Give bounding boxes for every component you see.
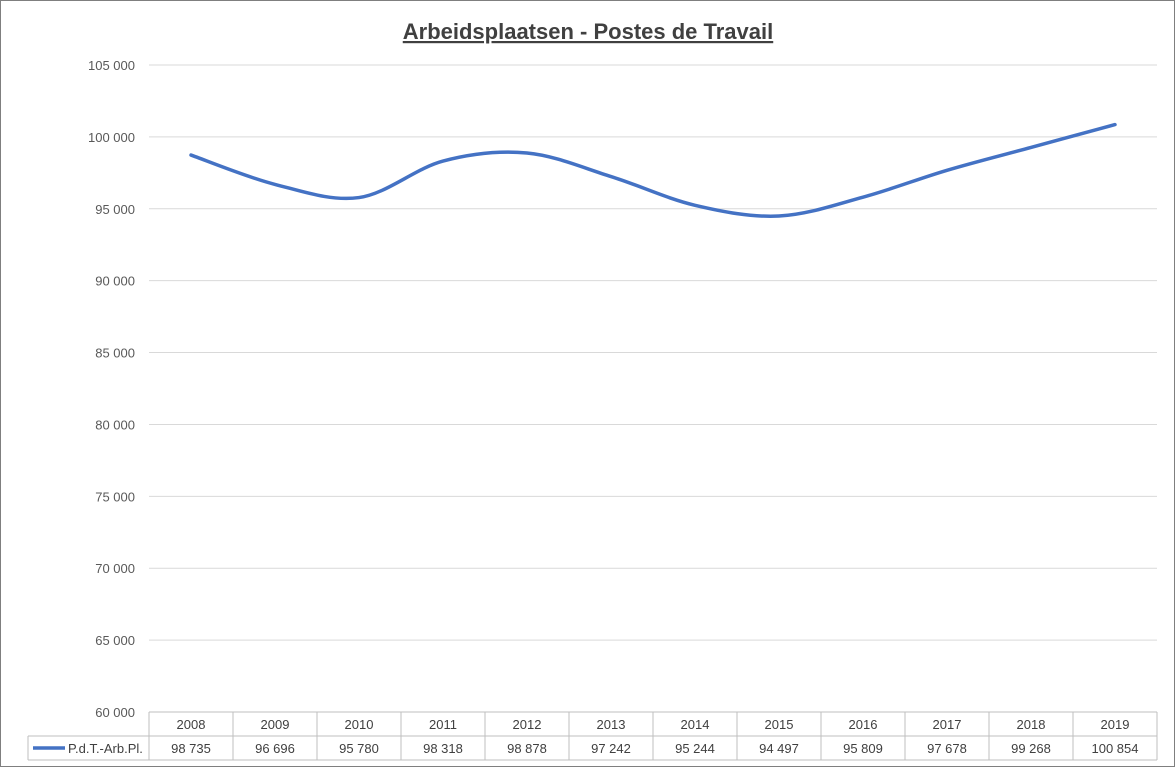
data-value-label: 98 878 [507,741,547,756]
x-tick-label: 2013 [597,717,626,732]
y-tick-label: 70 000 [95,561,135,576]
y-axis-tick-labels: 60 000 65 000 70 000 75 000 80 000 85 000 90 0… [88,58,135,720]
y-tick-label: 75 000 [95,489,135,504]
y-tick-label: 65 000 [95,633,135,648]
data-value-label: 94 497 [759,741,799,756]
x-tick-label: 2018 [1017,717,1046,732]
x-tick-label: 2016 [849,717,878,732]
data-value-label: 98 735 [171,741,211,756]
x-tick-label: 2014 [681,717,710,732]
x-tick-label: 2015 [765,717,794,732]
x-tick-label: 2008 [177,717,206,732]
legend-label: P.d.T.-Arb.Pl. [68,741,143,756]
data-value-label: 99 268 [1011,741,1051,756]
x-tick-label: 2011 [429,717,457,732]
data-value-label: 98 318 [423,741,463,756]
data-value-label: 97 242 [591,741,631,756]
data-value-label: 97 678 [927,741,967,756]
series-layer [189,122,1117,218]
x-tick-label: 2019 [1101,717,1130,732]
y-tick-label: 95 000 [95,202,135,217]
y-tick-label: 90 000 [95,274,135,289]
y-tick-label: 105 000 [88,58,135,73]
data-value-label: 96 696 [255,741,295,756]
chart-title: Arbeidsplaatsen - Postes de Travail [403,19,773,44]
series-line [189,122,1117,218]
y-tick-label: 85 000 [95,346,135,361]
data-value-label: 100 854 [1092,741,1139,756]
data-value-label: 95 809 [843,741,883,756]
gridlines [149,64,1157,641]
data-value-label: 95 780 [339,741,379,756]
y-tick-label: 60 000 [95,705,135,720]
y-tick-label: 100 000 [88,130,135,145]
x-tick-label: 2012 [513,717,542,732]
data-value-label: 95 244 [675,741,715,756]
x-tick-label: 2010 [345,717,374,732]
y-tick-label: 80 000 [95,417,135,432]
x-tick-label: 2009 [261,717,290,732]
data-table: 2008 2009 2010 2011 2012 2013 2014 2015 2016 2017… [27,711,1158,761]
x-tick-label: 2017 [933,717,962,732]
